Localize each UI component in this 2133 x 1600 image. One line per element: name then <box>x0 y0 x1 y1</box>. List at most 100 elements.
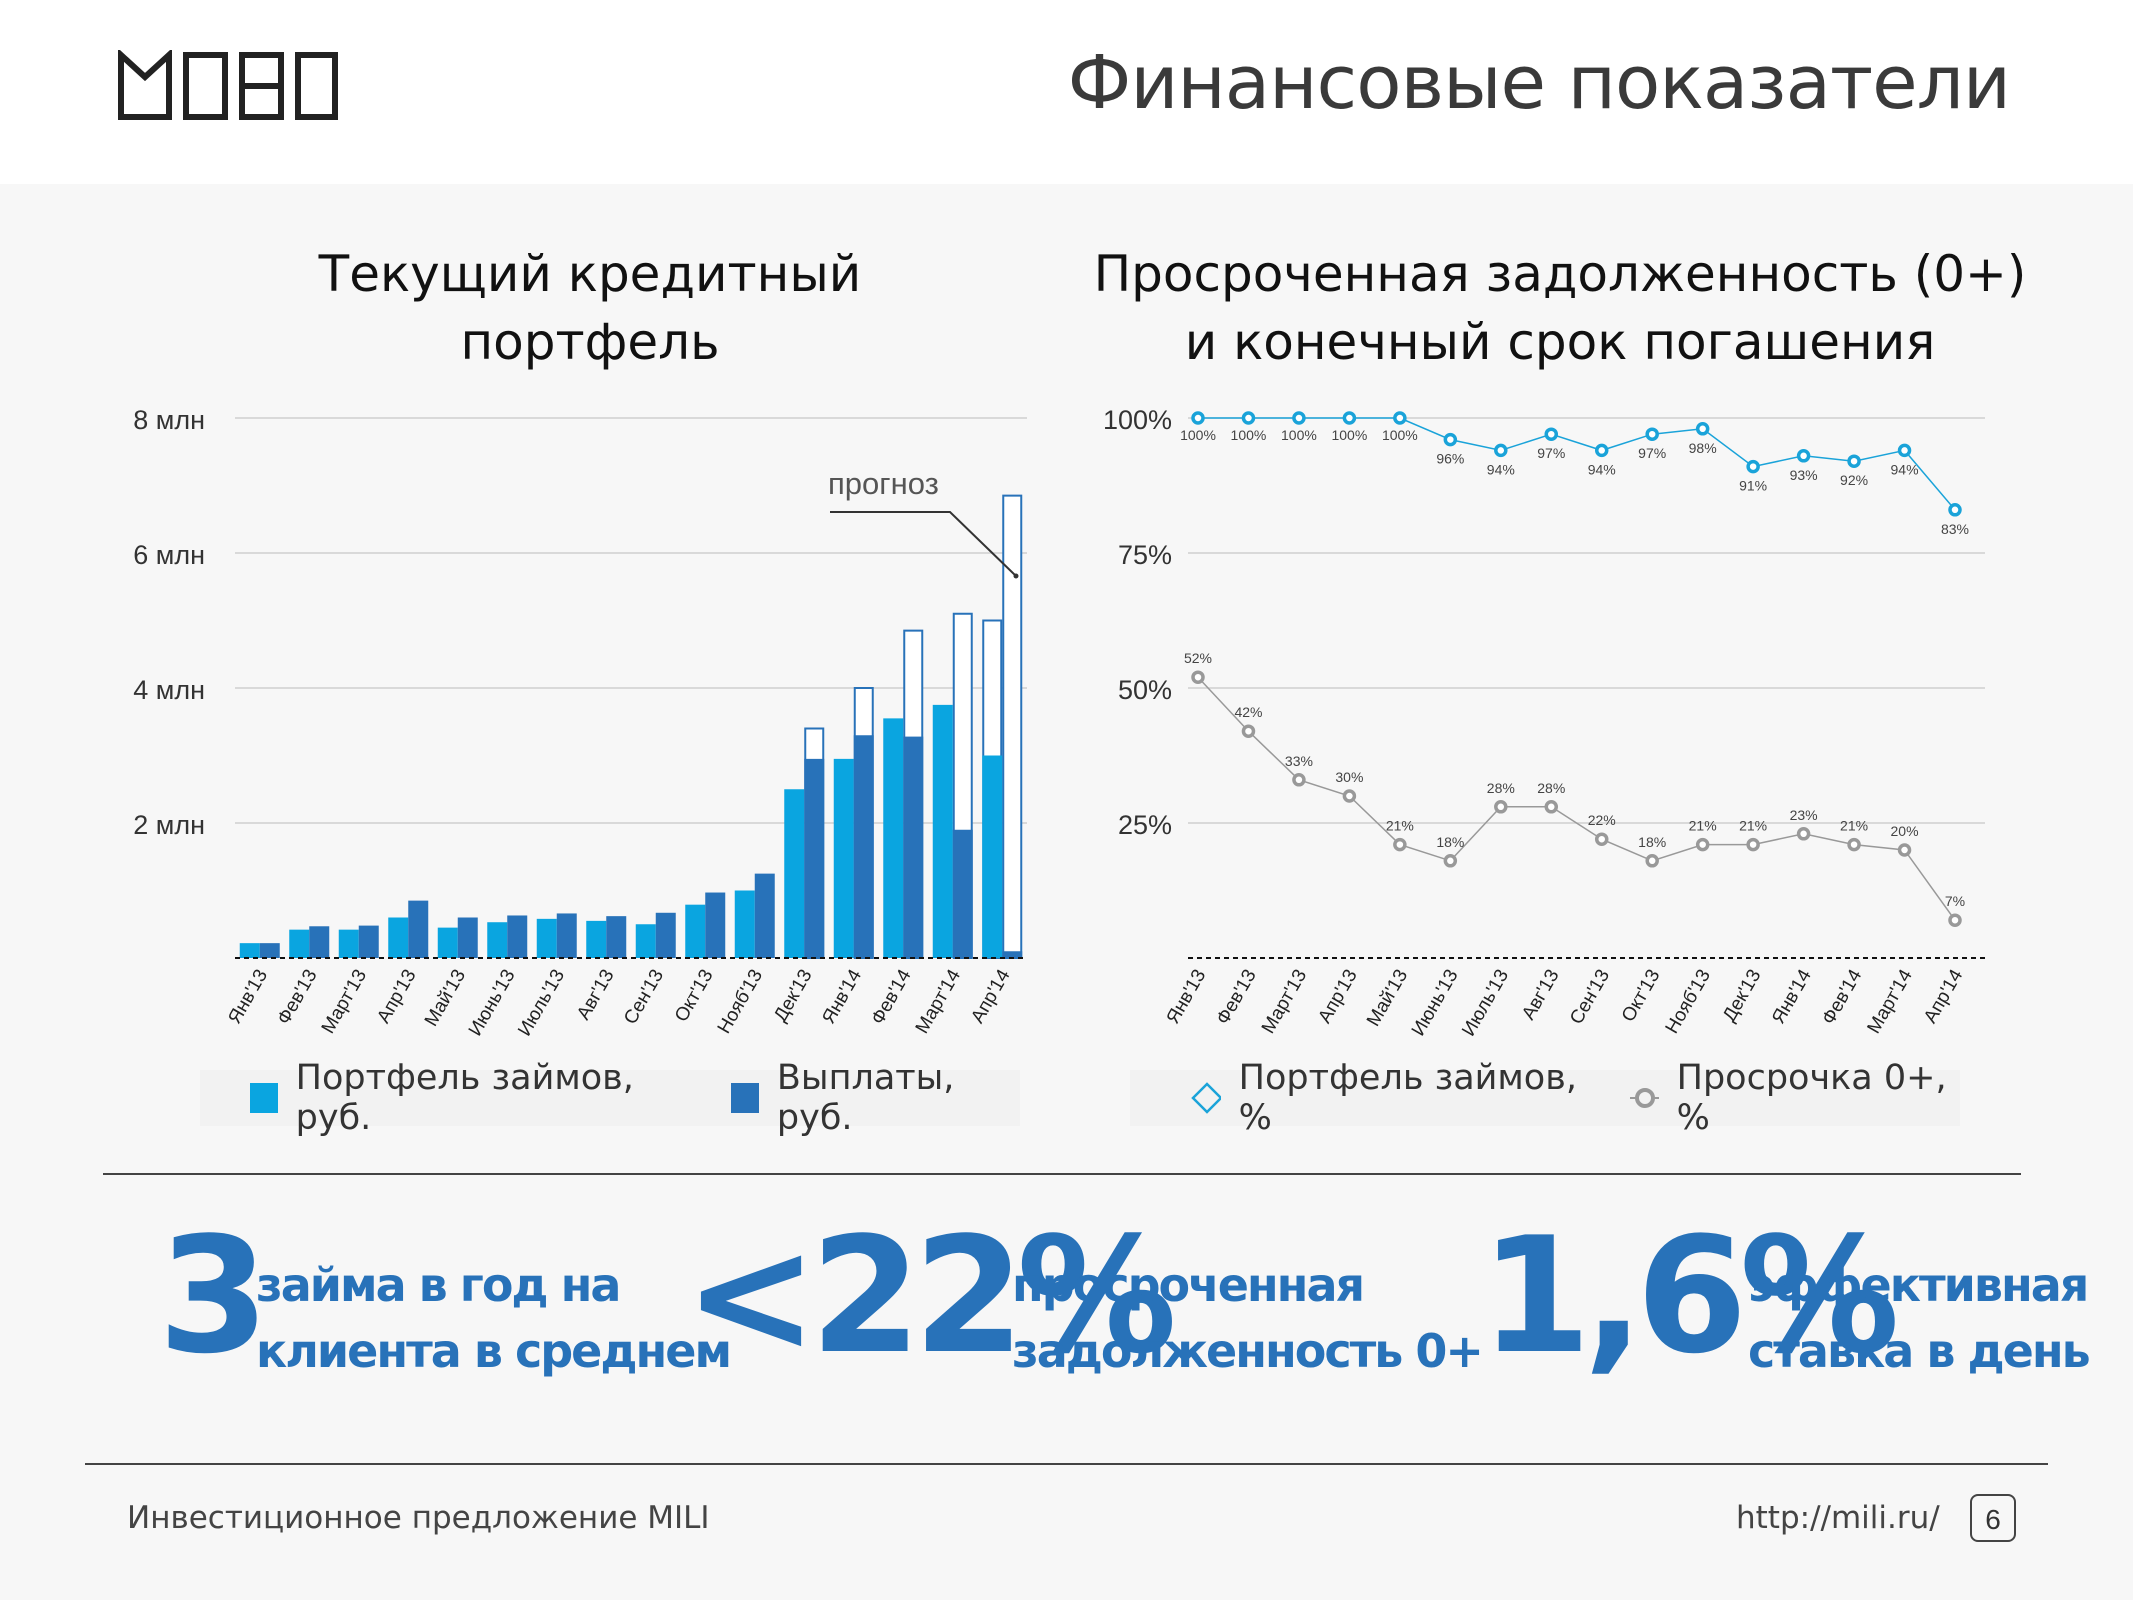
legend-label-payments: Выплаты, руб. <box>776 1058 955 1138</box>
data-label: 97% <box>1537 445 1565 461</box>
legend-item-overdue: Просрочка 0+, % <box>1628 1058 1960 1138</box>
bar-portfolio <box>289 929 310 958</box>
bar-payments <box>259 943 280 958</box>
bar-payments <box>309 926 330 958</box>
bar-portfolio <box>437 927 458 958</box>
x-tick-label: Янв'14 <box>818 966 866 1028</box>
point-portfolio <box>1191 411 1205 425</box>
bar-payments <box>408 900 429 958</box>
diamond-marker-icon <box>1191 1082 1221 1114</box>
point-overdue <box>1746 837 1760 852</box>
bar-chart-title: Текущий кредитный портфель <box>318 245 862 371</box>
data-label: 18% <box>1436 834 1464 850</box>
x-tick-label: Авг'13 <box>1518 966 1563 1024</box>
x-tick-label: Март'14 <box>1864 966 1918 1038</box>
point-overdue <box>1847 837 1861 852</box>
data-label: 94% <box>1891 461 1919 477</box>
bar-portfolio <box>883 718 904 958</box>
point-overdue <box>1241 724 1256 738</box>
data-label: 97% <box>1638 445 1666 461</box>
x-tick-label: Окт'13 <box>1618 966 1665 1026</box>
data-label: 100% <box>1331 427 1367 443</box>
bar-payments <box>903 736 924 958</box>
x-tick-label: Сен'13 <box>1566 966 1614 1028</box>
data-label: 92% <box>1840 472 1868 488</box>
mili-logo <box>118 50 338 120</box>
stat-loans-per-year-value: 3 <box>158 1202 269 1389</box>
point-portfolio <box>1292 411 1306 425</box>
bar-portfolio <box>685 904 706 958</box>
point-portfolio <box>1393 411 1407 425</box>
legend-label-portfolio-pct: Портфель займов, % <box>1238 1058 1577 1138</box>
x-tick-label: Фев'13 <box>1213 966 1261 1028</box>
y-tick-label: 75% <box>1118 540 1172 570</box>
bar-portfolio <box>734 890 755 958</box>
stat-overdue-text: просроченная задолженность 0+ <box>1012 1258 1484 1378</box>
point-overdue <box>1191 670 1205 684</box>
series-line-overdue <box>1197 676 1956 921</box>
x-tick-label: Нояб'13 <box>1662 966 1715 1037</box>
data-label: 100% <box>1382 427 1418 443</box>
bar-portfolio <box>784 789 805 958</box>
x-tick-label: Дек'13 <box>770 966 816 1025</box>
line-chart-title: Просроченная задолженность (0+) и конечн… <box>1093 245 2027 371</box>
bar-portfolio <box>338 929 359 958</box>
bar-payments <box>952 829 973 958</box>
data-label: 28% <box>1537 780 1565 796</box>
data-label: 100% <box>1180 427 1216 443</box>
data-label: 21% <box>1840 818 1868 834</box>
legend-swatch-portfolio <box>250 1083 278 1113</box>
x-tick-label: Март'13 <box>1258 966 1311 1037</box>
x-tick-label: Июль'13 <box>1458 966 1513 1040</box>
series-line-portfolio <box>1198 417 1956 511</box>
x-tick-label: Апр'13 <box>373 966 420 1027</box>
x-tick-label: Окт'13 <box>671 966 718 1026</box>
data-label: 20% <box>1891 823 1919 839</box>
data-label: 7% <box>1945 893 1965 909</box>
y-tick-label: 50% <box>1118 675 1172 705</box>
data-label: 100% <box>1231 427 1267 443</box>
x-tick-label: Апр'13 <box>1314 966 1361 1027</box>
x-tick-label: Сен'13 <box>620 966 668 1028</box>
point-portfolio <box>1494 443 1508 458</box>
x-tick-label: Март'13 <box>318 966 371 1037</box>
point-portfolio <box>1847 454 1861 468</box>
x-tick-label: Июнь'13 <box>1408 966 1463 1040</box>
point-overdue <box>1695 837 1710 852</box>
point-portfolio <box>1594 443 1609 458</box>
bar-payments <box>507 915 528 958</box>
y-tick-label: 4 млн <box>133 675 205 705</box>
bar-portfolio <box>635 924 656 958</box>
bar-payments <box>853 735 874 958</box>
data-label: 23% <box>1790 807 1818 823</box>
x-tick-label: Дек'13 <box>1719 966 1765 1025</box>
point-portfolio <box>1796 449 1811 463</box>
x-tick-label: Фев'13 <box>273 966 321 1028</box>
y-tick-label: 100% <box>1103 405 1172 435</box>
data-label: 98% <box>1689 440 1717 456</box>
data-label: 100% <box>1281 427 1317 443</box>
legend-label-overdue: Просрочка 0+, % <box>1676 1058 1947 1138</box>
y-tick-label: 6 млн <box>133 540 205 570</box>
stat-rate-value: 1,6% <box>1480 1202 1900 1389</box>
data-label: 28% <box>1487 780 1515 796</box>
data-label: 30% <box>1335 769 1363 785</box>
point-portfolio <box>1544 427 1559 441</box>
bar-chart-legend: Портфель займов, руб. Выплаты, руб. <box>200 1058 1020 1138</box>
bar-payments <box>1002 951 1023 958</box>
x-tick-label: Авг'13 <box>573 966 618 1024</box>
point-portfolio <box>1948 503 1962 517</box>
legend-item-portfolio-pct: Портфель займов, % <box>1190 1058 1584 1138</box>
point-portfolio <box>1443 432 1458 447</box>
legend-item-payments: Выплаты, руб. <box>731 1058 1020 1138</box>
x-tick-label: Апр'14 <box>967 966 1015 1027</box>
line-chart-legend: Портфель займов, % Просрочка 0+, % <box>1130 1058 1960 1138</box>
x-tick-label: Янв'13 <box>1163 966 1211 1028</box>
footer-url-link[interactable]: http://mili.ru/ <box>1736 1500 1940 1536</box>
stat-loans-per-year-text: займа в год на клиента в среднем <box>256 1258 732 1378</box>
header: Финансовые показатели <box>0 0 2133 184</box>
x-tick-label: Июль'13 <box>514 966 569 1040</box>
point-overdue <box>1544 800 1559 814</box>
point-overdue <box>1948 913 1962 927</box>
footer-text: Инвестиционное предложение MILI <box>127 1500 710 1536</box>
